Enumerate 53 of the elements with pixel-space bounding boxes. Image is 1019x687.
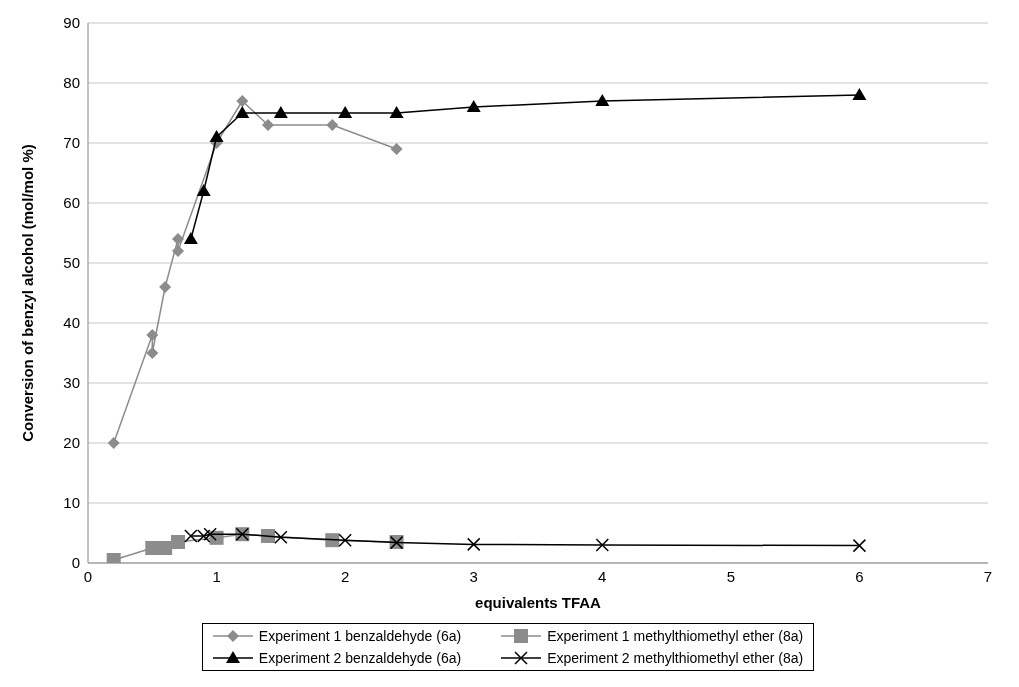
y-tick-label: 40 xyxy=(63,314,80,332)
x-tick-label: 0 xyxy=(83,567,93,585)
point xyxy=(274,530,288,544)
point xyxy=(325,533,340,548)
y-tick-label: 80 xyxy=(63,74,80,92)
point xyxy=(146,329,159,341)
point xyxy=(196,184,211,196)
y-tick-label: 0 xyxy=(71,554,80,572)
point xyxy=(595,94,610,106)
point xyxy=(209,130,224,142)
x-axis-title: equivalents TFAA xyxy=(475,594,602,611)
point xyxy=(146,347,159,359)
point xyxy=(338,106,353,118)
legend-label: Experiment 1 methylthiomethyl ether (8a) xyxy=(547,628,804,644)
point xyxy=(107,437,120,449)
legend-label: Experiment 1 benzaldehyde (6a) xyxy=(258,628,462,644)
point xyxy=(262,119,274,131)
point xyxy=(171,535,185,549)
legend-label: Experiment 2 benzaldehyde (6a) xyxy=(258,650,462,666)
x-tick-label: 6 xyxy=(855,567,864,585)
point xyxy=(326,119,339,131)
y-tick-label: 30 xyxy=(63,374,80,392)
y-tick-label: 20 xyxy=(63,434,80,452)
x-tick-label: 5 xyxy=(726,567,736,585)
y-tick-label: 70 xyxy=(63,134,80,152)
point xyxy=(203,527,217,541)
legend-label: Experiment 2 methylthiomethyl ether (8a) xyxy=(547,650,804,666)
point xyxy=(595,538,610,552)
x-tick-label: 2 xyxy=(340,567,350,585)
point xyxy=(466,100,481,112)
x-tick-label: 4 xyxy=(598,567,607,585)
y-tick-label: 60 xyxy=(63,194,80,212)
y-tick-label: 10 xyxy=(63,494,80,512)
x-tick-label: 1 xyxy=(212,567,221,585)
point xyxy=(236,95,249,107)
point xyxy=(183,232,198,244)
point xyxy=(273,106,288,118)
y-tick-label: 90 xyxy=(63,14,80,32)
point xyxy=(172,245,184,257)
point xyxy=(159,281,172,293)
point xyxy=(145,541,160,555)
point xyxy=(235,106,250,118)
x-tick-label: 3 xyxy=(469,567,478,585)
point xyxy=(338,533,352,547)
point xyxy=(466,537,481,552)
y-axis-title: Conversion of benzyl alcohol (mol/mol %) xyxy=(19,144,37,442)
y-tick-label: 50 xyxy=(63,254,80,272)
point xyxy=(852,538,867,553)
point xyxy=(852,88,867,100)
x-tick-label: 7 xyxy=(983,567,993,585)
point xyxy=(389,106,404,118)
point xyxy=(390,143,403,155)
point xyxy=(172,233,184,245)
